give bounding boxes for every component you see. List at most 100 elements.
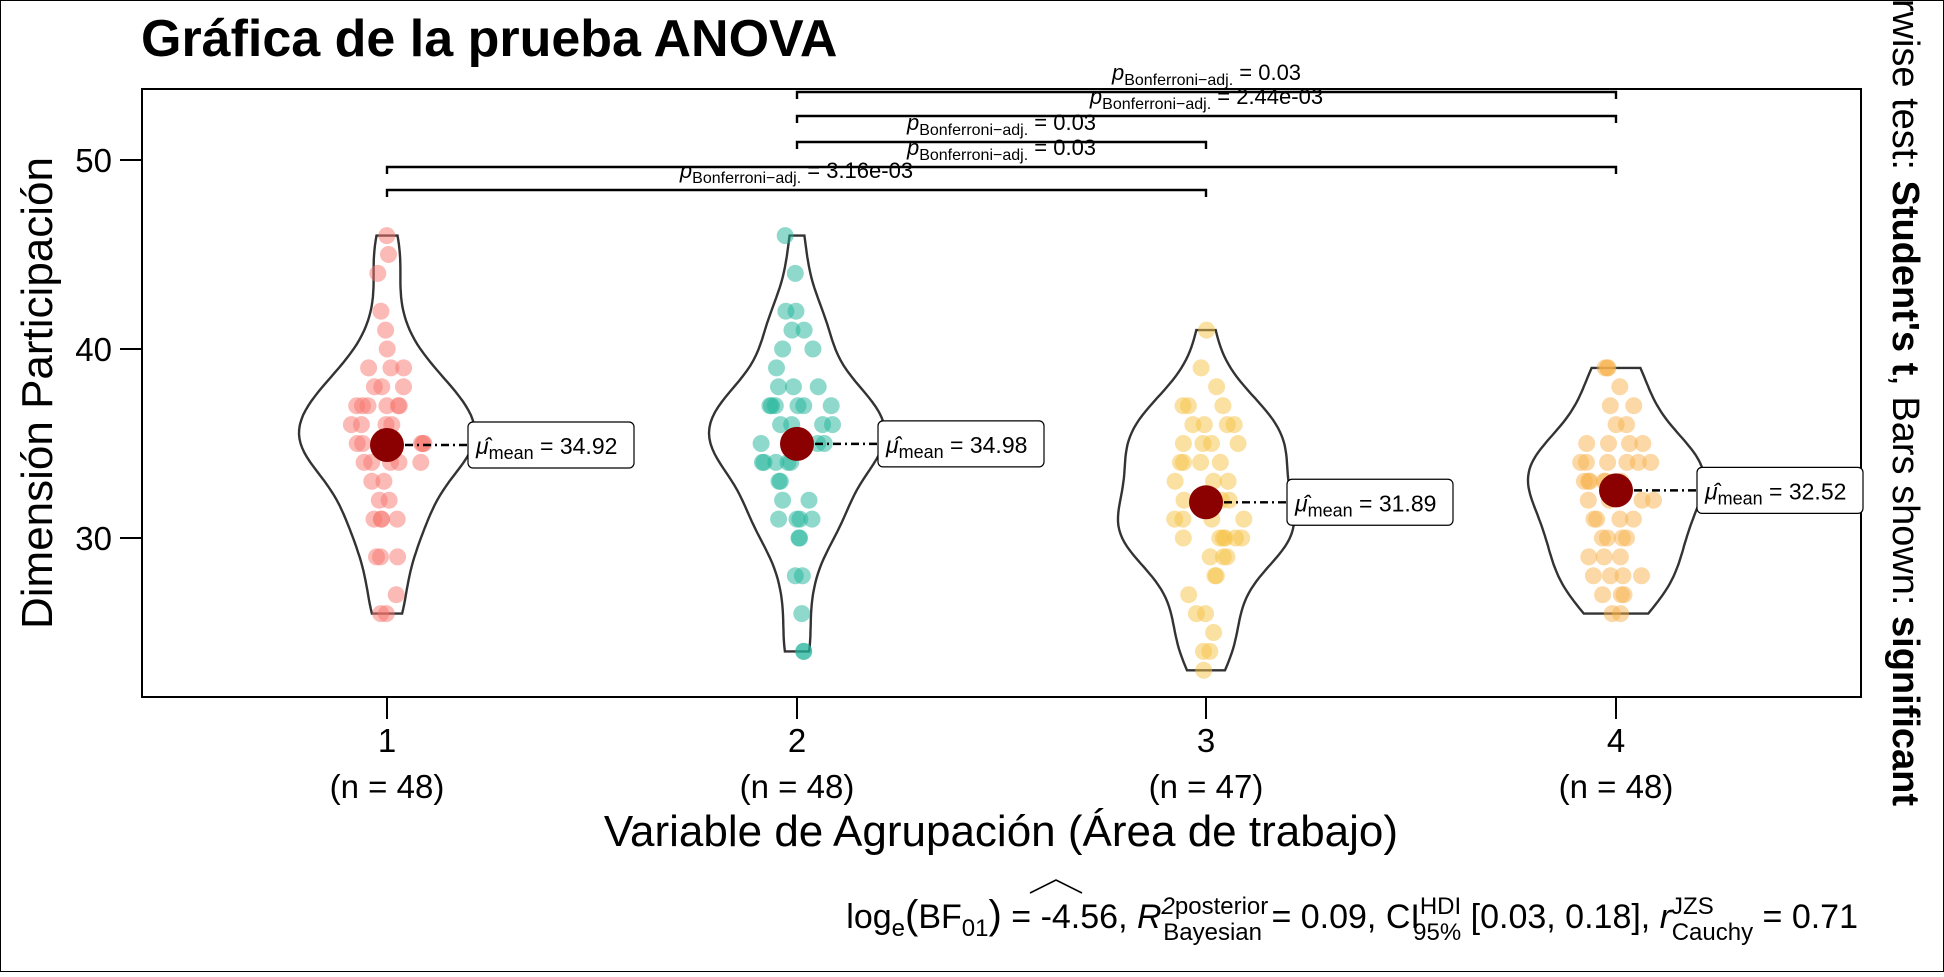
jitter-points-layer — [342, 227, 1662, 679]
data-point — [1211, 529, 1229, 547]
data-point — [784, 378, 802, 396]
data-point — [1588, 510, 1606, 528]
data-point — [1577, 453, 1595, 471]
data-point — [1175, 453, 1192, 471]
pairwise-pvalue-label: pBonferroni−adj. = 0.03 — [906, 135, 1096, 164]
data-point — [378, 340, 396, 358]
data-point — [382, 359, 400, 377]
data-point — [1601, 567, 1619, 585]
data-point — [1197, 605, 1214, 623]
data-point — [412, 453, 430, 471]
data-point — [774, 340, 792, 358]
data-point — [776, 227, 794, 245]
mean-label-box — [1696, 466, 1864, 514]
data-point — [1599, 453, 1617, 471]
data-point — [793, 605, 811, 623]
data-point — [390, 397, 408, 415]
data-point — [1205, 472, 1222, 490]
mean-label-box — [1286, 478, 1454, 526]
violin-outline — [297, 234, 477, 615]
data-point — [755, 453, 773, 471]
data-point — [1615, 586, 1633, 604]
data-point — [1198, 321, 1216, 339]
data-point — [363, 472, 381, 490]
data-point — [793, 567, 811, 585]
data-point — [378, 397, 396, 415]
mean-label: μ̂mean = 32.52 — [1704, 478, 1846, 508]
data-point — [369, 264, 387, 282]
data-point — [354, 435, 372, 452]
data-point — [791, 529, 809, 547]
x-axis-title: Variable de Agrupación (Área de trabajo) — [604, 807, 1398, 856]
data-point — [1614, 567, 1632, 585]
data-point — [395, 359, 413, 377]
mean-label-box — [877, 420, 1045, 468]
mean-point — [370, 428, 404, 463]
data-point — [1166, 472, 1184, 490]
data-point — [1611, 548, 1629, 566]
data-point — [414, 435, 432, 452]
data-point — [1584, 567, 1602, 585]
data-point — [1174, 529, 1192, 547]
data-point — [1618, 453, 1636, 471]
data-point — [1225, 416, 1243, 434]
pairwise-pvalue-label: pBonferroni−adj. = 0.03 — [1111, 60, 1301, 89]
data-point — [1645, 491, 1662, 509]
data-point — [795, 397, 813, 415]
data-point — [752, 435, 770, 452]
data-point — [1218, 548, 1236, 566]
data-point — [1195, 642, 1212, 660]
data-point — [1205, 624, 1223, 641]
data-point — [372, 302, 390, 320]
plot-panel — [141, 88, 1862, 698]
data-point — [809, 378, 827, 396]
data-point — [1192, 453, 1210, 471]
data-point — [1579, 491, 1597, 509]
mean-point — [1189, 485, 1223, 520]
data-point — [783, 321, 801, 339]
mean-point — [780, 426, 814, 461]
data-point — [342, 416, 360, 434]
data-point — [1600, 435, 1617, 452]
data-point — [1612, 605, 1629, 623]
data-point — [1578, 435, 1596, 452]
data-point — [1613, 529, 1631, 547]
data-point — [1598, 359, 1616, 377]
pairwise-bracket — [795, 114, 1618, 123]
mean-label: μ̂mean = 31.89 — [1294, 490, 1436, 520]
pairwise-bracket — [385, 165, 1618, 174]
data-point — [372, 605, 390, 623]
pairwise-bracket — [385, 188, 1208, 197]
data-point — [777, 302, 795, 320]
data-point — [360, 359, 378, 377]
data-point — [365, 378, 383, 396]
data-point — [824, 416, 841, 434]
y-tick-label: 30 — [75, 520, 112, 557]
violin-outline — [1116, 328, 1296, 672]
data-point — [771, 472, 789, 490]
svg-text:loge(BF01) = -4.56, R2posterio: loge(BF01) = -4.56, R2posterior Bayesian … — [846, 893, 1858, 946]
y-tick-label: 50 — [75, 142, 112, 179]
y-axis: 30 40 50 — [75, 142, 142, 557]
data-point — [1203, 435, 1220, 452]
data-point — [1634, 435, 1652, 452]
data-point — [1195, 416, 1213, 434]
data-point — [1233, 529, 1251, 547]
data-point — [1206, 567, 1224, 585]
data-point — [372, 548, 389, 566]
data-point — [1192, 359, 1210, 377]
data-point — [370, 491, 388, 509]
data-point — [768, 359, 785, 377]
mean-label-box — [467, 421, 635, 469]
data-point — [1180, 586, 1198, 604]
pairwise-pvalue-label: pBonferroni−adj. = 3.16e-03 — [679, 158, 913, 187]
data-point — [1633, 567, 1650, 585]
data-point — [788, 510, 806, 528]
data-point — [803, 510, 821, 528]
data-point — [1179, 397, 1197, 415]
data-point — [1594, 586, 1612, 604]
data-point — [1611, 510, 1629, 528]
data-point — [1175, 491, 1193, 509]
data-point — [354, 397, 371, 415]
